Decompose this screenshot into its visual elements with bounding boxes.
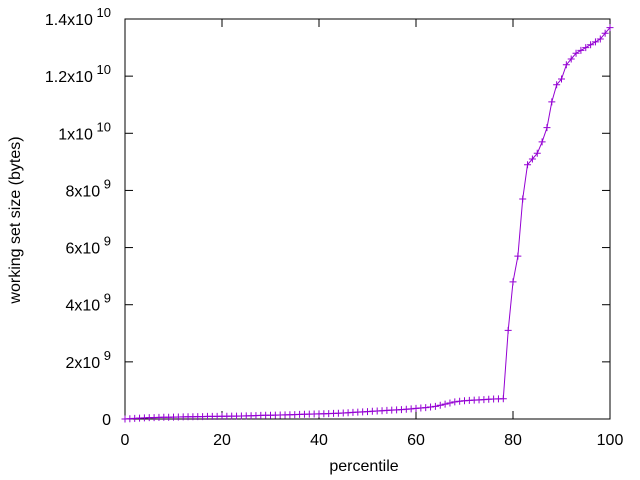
- data-point: [567, 55, 575, 63]
- y-tick-label: 4x10 9: [65, 291, 111, 315]
- x-tick-label: 100: [597, 432, 624, 449]
- data-point: [553, 81, 561, 89]
- x-tick-label: 20: [213, 432, 231, 449]
- x-tick-label: 40: [310, 432, 328, 449]
- plot-frame: [124, 18, 611, 420]
- data-point: [456, 397, 464, 405]
- series-line: [124, 27, 611, 420]
- data-point: [524, 161, 532, 169]
- data-point: [587, 41, 595, 49]
- y-tick-label: 1.2x10 10: [45, 62, 111, 86]
- data-point: [548, 98, 556, 106]
- data-point: [499, 395, 507, 403]
- y-tick-label: 1x10 10: [58, 119, 111, 143]
- data-point: [509, 278, 517, 286]
- data-point: [572, 49, 580, 57]
- data-point: [562, 61, 570, 69]
- data-point: [533, 149, 541, 157]
- tick-marks: [124, 18, 611, 420]
- data-point: [558, 75, 565, 83]
- data-point: [431, 402, 439, 410]
- x-axis-label: percentile: [329, 458, 398, 475]
- y-tick-label: 2x10 9: [65, 348, 111, 372]
- x-tick-labels: 0 20 40 60 80 100: [121, 432, 624, 449]
- y-tick-labels: 0 2x10 9 4x10 9 6x10 9 8x10 9 1x10 10 1.2x10 1…: [45, 5, 111, 429]
- x-tick-label: 0: [121, 432, 130, 449]
- data-point: [538, 138, 546, 146]
- data-point: [543, 124, 551, 132]
- data-point: [422, 404, 430, 412]
- data-point: [514, 252, 522, 260]
- x-tick-label: 60: [407, 432, 425, 449]
- data-point: [436, 401, 444, 409]
- data-point: [606, 24, 614, 32]
- y-tick-label: 0: [102, 412, 111, 429]
- data-point: [504, 326, 512, 334]
- y-tick-label: 1.4x10 10: [45, 5, 111, 29]
- data-point: [596, 35, 604, 43]
- data-point: [519, 195, 527, 203]
- data-point: [591, 38, 599, 46]
- data-point: [601, 29, 609, 37]
- data-point: [528, 155, 536, 163]
- data-point: [451, 398, 459, 406]
- y-tick-label: 8x10 9: [65, 176, 111, 200]
- series-markers: [121, 24, 614, 423]
- data-point: [446, 399, 454, 407]
- data-point: [582, 44, 590, 52]
- x-tick-label: 80: [504, 432, 522, 449]
- y-tick-label: 6x10 9: [65, 234, 111, 258]
- data-point: [577, 46, 585, 54]
- data-point: [427, 403, 435, 411]
- y-axis-label: working set size (bytes): [7, 136, 24, 304]
- data-point: [441, 400, 449, 408]
